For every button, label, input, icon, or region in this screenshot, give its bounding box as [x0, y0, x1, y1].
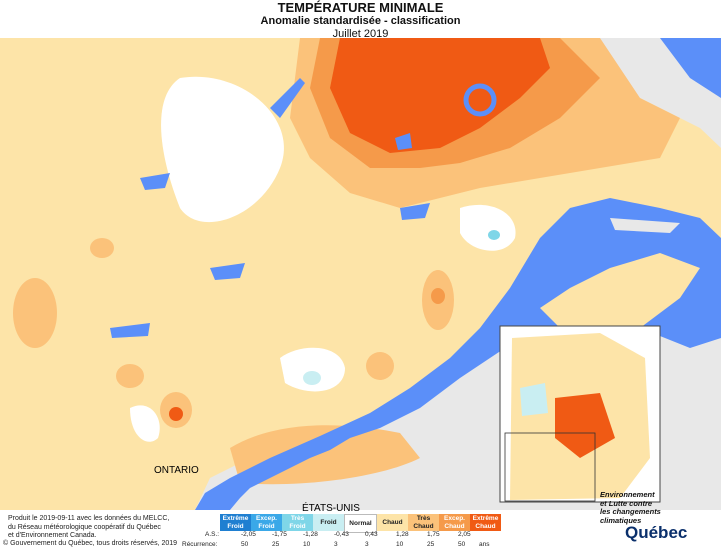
footer-line-3: et d'Environnement Canada. [8, 532, 97, 539]
legend-value: -2,05 [241, 531, 256, 538]
map-period: Juillet 2019 [332, 28, 389, 40]
map-title: TEMPÉRATURE MINIMALE [277, 0, 444, 15]
ministry-name: Environnement et Lutte contre les change… [600, 490, 661, 525]
st-lawrence-gulf [195, 198, 721, 510]
legend-value: -1,28 [303, 531, 318, 538]
legend-as-label: A.S.: [205, 531, 220, 538]
footer-copyright: © Gouvernement du Québec, tous droits ré… [3, 540, 178, 547]
legend-value: 10 [396, 541, 404, 548]
inset-highlight [504, 432, 596, 502]
legend-value: 25 [272, 541, 280, 548]
warm-spot-b [116, 364, 144, 388]
legend-as-values: -2,05 -1,75 -1,28 -0,43 0,43 1,28 1,75 2,05 [0, 531, 721, 540]
legend-value: -0,43 [334, 531, 349, 538]
legend-recurrence-unit: ans [479, 541, 490, 548]
cold-spot-2 [488, 230, 500, 240]
warm-spot-a [90, 238, 114, 258]
anticosti [610, 218, 680, 233]
legend-value: 3 [365, 541, 369, 548]
south-shore [540, 253, 700, 328]
legend-cell: Extrême Chaud [470, 514, 501, 531]
legend-recurrence-values: 50 25 10 3 3 10 25 50 [0, 541, 721, 550]
legend-cells: Extrême Froid Excep. Froid Très Froid Froid… [220, 514, 501, 533]
legend-value: 50 [458, 541, 466, 548]
legend-cell: Très Chaud [408, 514, 439, 531]
manicouagan-reservoir [463, 83, 497, 117]
lake-a [270, 78, 305, 118]
inset-cold [520, 383, 548, 416]
legend-value: 1,28 [396, 531, 409, 538]
legend-value: 25 [427, 541, 435, 548]
legend-cell: Normal [344, 514, 377, 533]
footer-line-1: Produit le 2019-09-11 avec les données d… [8, 515, 170, 522]
legend-value: 2,05 [458, 531, 471, 538]
map-subtitle: Anomalie standardisée - classification [260, 15, 461, 27]
quebec-logo: Québec [625, 523, 688, 542]
quebec-map [0, 38, 721, 510]
legend-cell: Froid [313, 514, 344, 531]
legend-value: 0,43 [365, 531, 378, 538]
footer-credits: Produit le 2019-09-11 avec les données d… [8, 515, 169, 541]
legend-value: -1,75 [272, 531, 287, 538]
lake-f [400, 203, 430, 220]
cold-spot [303, 371, 321, 385]
label-ontario: ONTARIO [154, 465, 199, 476]
warm-spot-e [366, 352, 394, 380]
legend-cell: Chaud [377, 514, 408, 531]
legend: Extrême Froid Excep. Froid Très Froid Froid… [220, 514, 501, 533]
warm-spot-west [13, 278, 57, 348]
lake-d [210, 263, 245, 280]
lake-c [140, 173, 170, 190]
title-block: TEMPÉRATURE MINIMALE Anomalie standardis… [0, 0, 721, 41]
ministry-line-3: les changements [600, 507, 661, 516]
extreme-chaud-north [330, 38, 550, 153]
warm-spot-c2 [169, 407, 183, 421]
legend-recurrence-label: Récurrence: [182, 541, 218, 548]
labrador-sea [660, 38, 721, 98]
legend-value: 1,75 [427, 531, 440, 538]
warm-spot-d2 [431, 288, 445, 304]
lake-b [395, 133, 412, 150]
legend-cell: Très Froid [282, 514, 313, 531]
normal-zone-north [161, 76, 284, 223]
normal-zone-south [130, 405, 160, 442]
footer-line-2: du Réseau météorologique coopératif du Q… [8, 523, 161, 531]
ministry-line-4: climatiques [600, 515, 642, 525]
lake-e [110, 323, 150, 338]
ministry-line-1: Environnement [600, 490, 655, 499]
inset-hot [555, 393, 615, 458]
normal-zone-small [460, 204, 516, 251]
legend-cell: Extrême Froid [220, 514, 251, 531]
legend-value: 50 [241, 541, 249, 548]
legend-cell: Excep. Chaud [439, 514, 470, 531]
label-usa: ÉTATS-UNIS [302, 503, 360, 514]
ministry-line-2: et Lutte contre [600, 498, 653, 508]
normal-zone-center [280, 347, 345, 392]
legend-value: 10 [303, 541, 311, 548]
legend-value: 3 [334, 541, 338, 548]
legend-cell: Excep. Froid [251, 514, 282, 531]
